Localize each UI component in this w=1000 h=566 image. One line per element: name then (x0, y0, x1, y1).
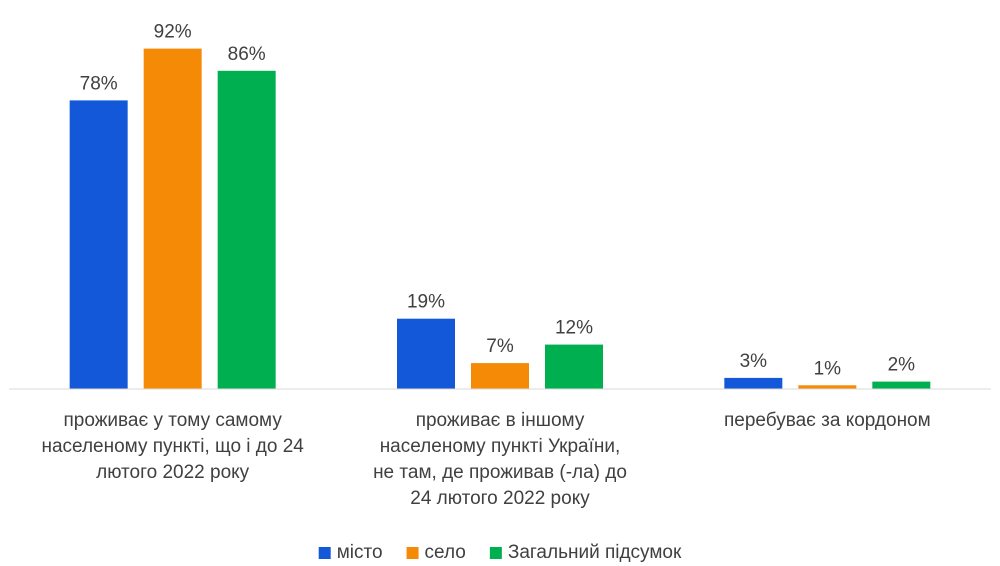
bar (471, 363, 529, 389)
value-label: 19% (407, 292, 445, 313)
value-label: 7% (486, 336, 514, 357)
bar (217, 70, 276, 390)
value-label: 2% (888, 355, 916, 376)
bar (397, 318, 455, 389)
value-label: 92% (154, 22, 192, 43)
bar (69, 100, 128, 390)
value-label: 3% (740, 351, 768, 372)
bar (872, 381, 931, 389)
x-tick-label: проживає у тому самому (64, 410, 283, 431)
legend-label: Загальний підсумок (508, 542, 682, 563)
x-tick-label: перебуває за кордоном (724, 410, 931, 431)
bar (545, 344, 603, 389)
value-label: 78% (80, 73, 118, 94)
legend-label: село (425, 542, 466, 563)
legend-label: місто (337, 542, 383, 563)
legend-swatch (318, 547, 331, 559)
value-label: 86% (228, 44, 266, 65)
bar (798, 385, 857, 389)
bar (724, 377, 783, 389)
x-tick-label: 24 лютого 2022 року (410, 488, 590, 509)
bar (143, 48, 202, 389)
legend-swatch (489, 547, 502, 559)
value-label: 1% (814, 358, 842, 379)
x-tick-label: проживає в іншому (416, 410, 585, 431)
x-tick-label: лютого 2022 року (96, 462, 250, 483)
value-label: 12% (555, 318, 593, 339)
x-tick-label: населеному пункті України, (380, 436, 621, 457)
x-tick-label: населеному пункті, що і до 24 (41, 436, 304, 457)
x-tick-label: не там, де проживав (-ла) до (373, 462, 627, 483)
legend-swatch (406, 547, 419, 559)
